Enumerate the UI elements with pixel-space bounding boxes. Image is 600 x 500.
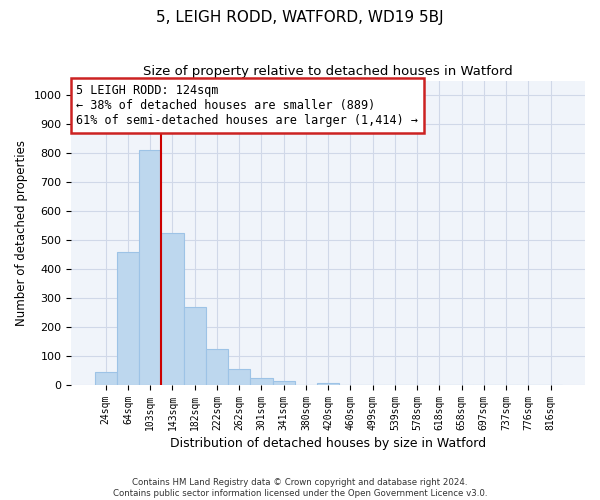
Bar (228, 368, 250, 385)
Bar (139, 150, 161, 385)
Bar (250, 378, 272, 385)
Bar (184, 307, 206, 385)
Bar (206, 349, 228, 385)
Text: 5 LEIGH RODD: 124sqm
← 38% of detached houses are smaller (889)
61% of semi-deta: 5 LEIGH RODD: 124sqm ← 38% of detached h… (76, 84, 418, 126)
Bar (95, 372, 117, 385)
Title: Size of property relative to detached houses in Watford: Size of property relative to detached ho… (143, 65, 513, 78)
Text: Contains HM Land Registry data © Crown copyright and database right 2024.
Contai: Contains HM Land Registry data © Crown c… (113, 478, 487, 498)
Bar (272, 381, 295, 385)
Y-axis label: Number of detached properties: Number of detached properties (15, 140, 28, 326)
Bar (161, 233, 184, 385)
Bar (317, 383, 339, 385)
Text: 5, LEIGH RODD, WATFORD, WD19 5BJ: 5, LEIGH RODD, WATFORD, WD19 5BJ (156, 10, 444, 25)
Bar (117, 252, 139, 385)
X-axis label: Distribution of detached houses by size in Watford: Distribution of detached houses by size … (170, 437, 486, 450)
